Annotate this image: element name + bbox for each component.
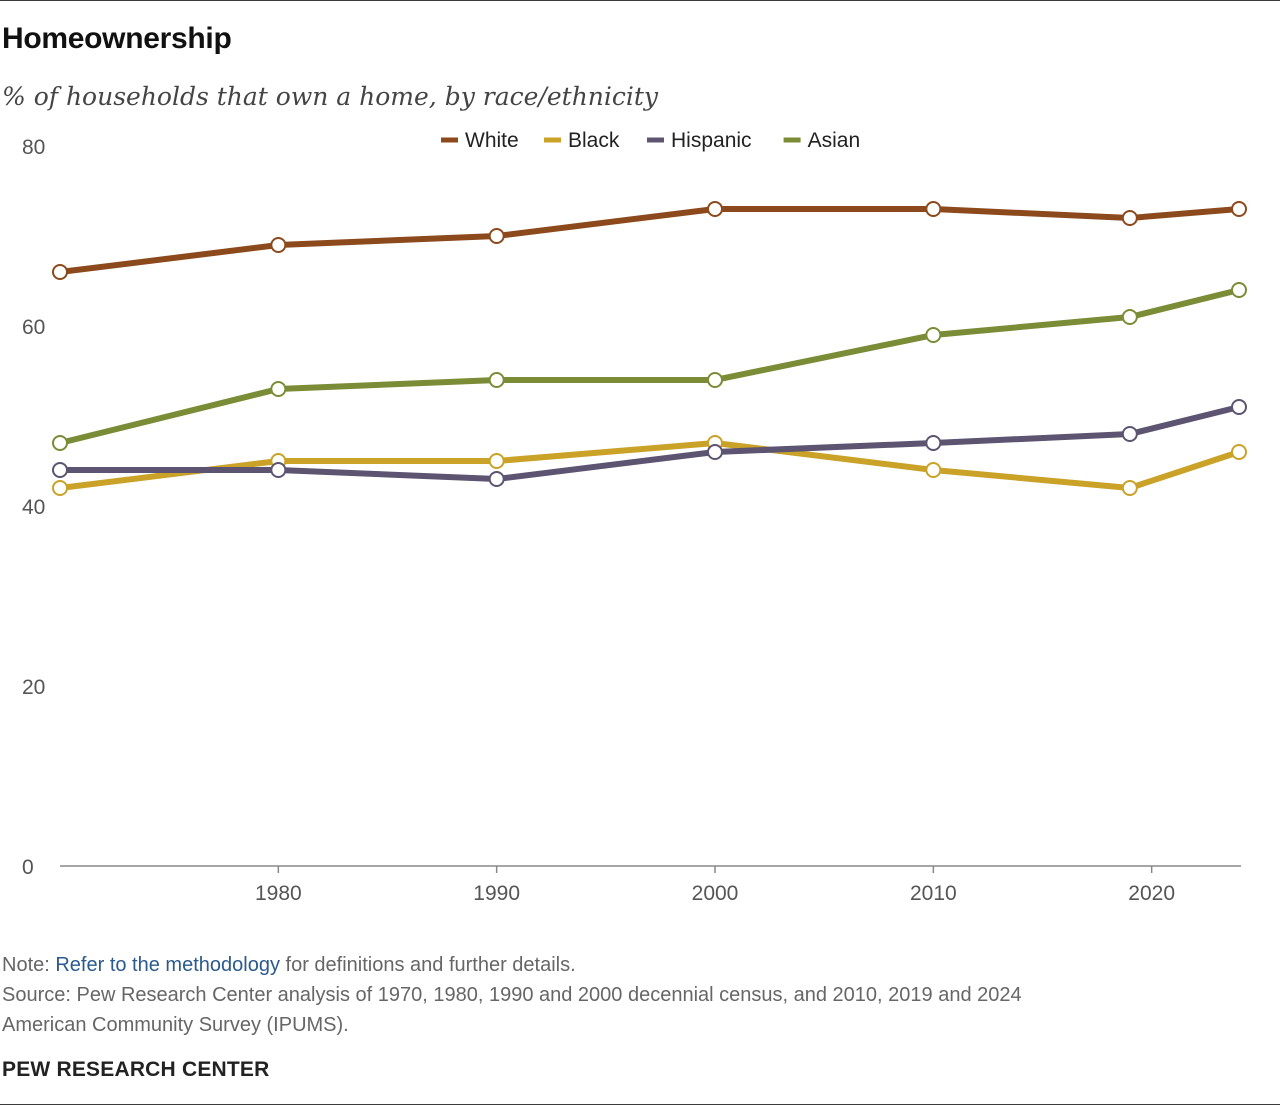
- y-tick-label-80: 80: [22, 136, 45, 159]
- y-tick-label-0: 0: [22, 856, 34, 879]
- x-tick-label-1990: 1990: [473, 882, 520, 905]
- top-rule: [0, 0, 1280, 1]
- point-asian-2000: [707, 372, 723, 388]
- legend-item-asian: Asian: [783, 129, 861, 152]
- legend-item-white: White: [441, 129, 519, 152]
- legend-item-hispanic: Hispanic: [647, 129, 752, 152]
- legend-label-black: Black: [568, 129, 620, 152]
- point-hispanic-1970: [52, 462, 68, 478]
- series-lines: [57, 206, 1242, 491]
- point-white-2010: [925, 201, 942, 217]
- methodology-link[interactable]: Refer to the methodology: [55, 954, 280, 976]
- point-asian-2024: [1231, 282, 1247, 298]
- point-black-2019: [1121, 480, 1138, 496]
- chart-subtitle: % of households that own a home, by race…: [2, 82, 659, 111]
- point-asian-1990: [488, 372, 505, 388]
- legend-label-asian: Asian: [808, 129, 861, 152]
- point-asian-2019: [1121, 309, 1138, 325]
- point-white-1970: [52, 264, 68, 280]
- x-tick-label-2000: 2000: [692, 882, 739, 905]
- point-white-2000: [707, 201, 723, 217]
- point-white-2019: [1121, 210, 1138, 226]
- legend: White Black Hispanic Asian: [441, 129, 860, 152]
- bottom-rule: [0, 1104, 1280, 1105]
- chart-title: Homeownership: [2, 22, 232, 55]
- note: Note: Refer to the methodology for defin…: [2, 950, 576, 980]
- point-white-1990: [488, 228, 505, 244]
- x-tick-label-1980: 1980: [255, 882, 302, 905]
- x-axis: 1980 1990 2000 2010 2020: [60, 865, 1241, 905]
- series-line-asian: [57, 287, 1242, 446]
- legend-label-white: White: [465, 129, 519, 152]
- point-hispanic-1990: [488, 471, 505, 487]
- y-tick-label-20: 20: [22, 676, 45, 699]
- x-tick-label-2010: 2010: [910, 882, 957, 905]
- point-asian-1980: [270, 381, 287, 397]
- legend-label-hispanic: Hispanic: [671, 129, 752, 152]
- point-hispanic-2024: [1231, 399, 1247, 415]
- point-asian-1970: [52, 435, 68, 451]
- point-hispanic-2000: [707, 444, 723, 460]
- point-black-2010: [925, 462, 942, 478]
- source-line-2: American Community Survey (IPUMS).: [2, 1014, 349, 1036]
- source: Source: Pew Research Center analysis of …: [2, 980, 1202, 1040]
- note-prefix: Note:: [2, 954, 56, 976]
- point-hispanic-2010: [925, 435, 942, 451]
- point-white-2024: [1231, 201, 1247, 217]
- series-line-white: [57, 206, 1242, 275]
- brand-name: PEW RESEARCH CENTER: [2, 1058, 270, 1081]
- y-tick-label-40: 40: [22, 496, 45, 519]
- series-line-hispanic: [57, 404, 1242, 482]
- point-black-2024: [1231, 444, 1247, 460]
- y-tick-label-60: 60: [22, 316, 45, 339]
- source-line-1: Source: Pew Research Center analysis of …: [2, 984, 1022, 1006]
- note-suffix: for definitions and further details.: [279, 954, 576, 976]
- point-black-1990: [488, 453, 505, 469]
- point-asian-2010: [925, 327, 942, 343]
- point-hispanic-1980: [270, 462, 287, 478]
- series-points: [52, 201, 1247, 496]
- x-tick-label-2020: 2020: [1128, 882, 1175, 905]
- series-line-black: [57, 440, 1242, 491]
- point-white-1980: [270, 237, 287, 253]
- legend-item-black: Black: [544, 129, 620, 152]
- point-hispanic-2019: [1121, 426, 1138, 442]
- y-axis-ticks: 0 20 40 60 80: [22, 136, 45, 879]
- point-black-1970: [52, 480, 68, 496]
